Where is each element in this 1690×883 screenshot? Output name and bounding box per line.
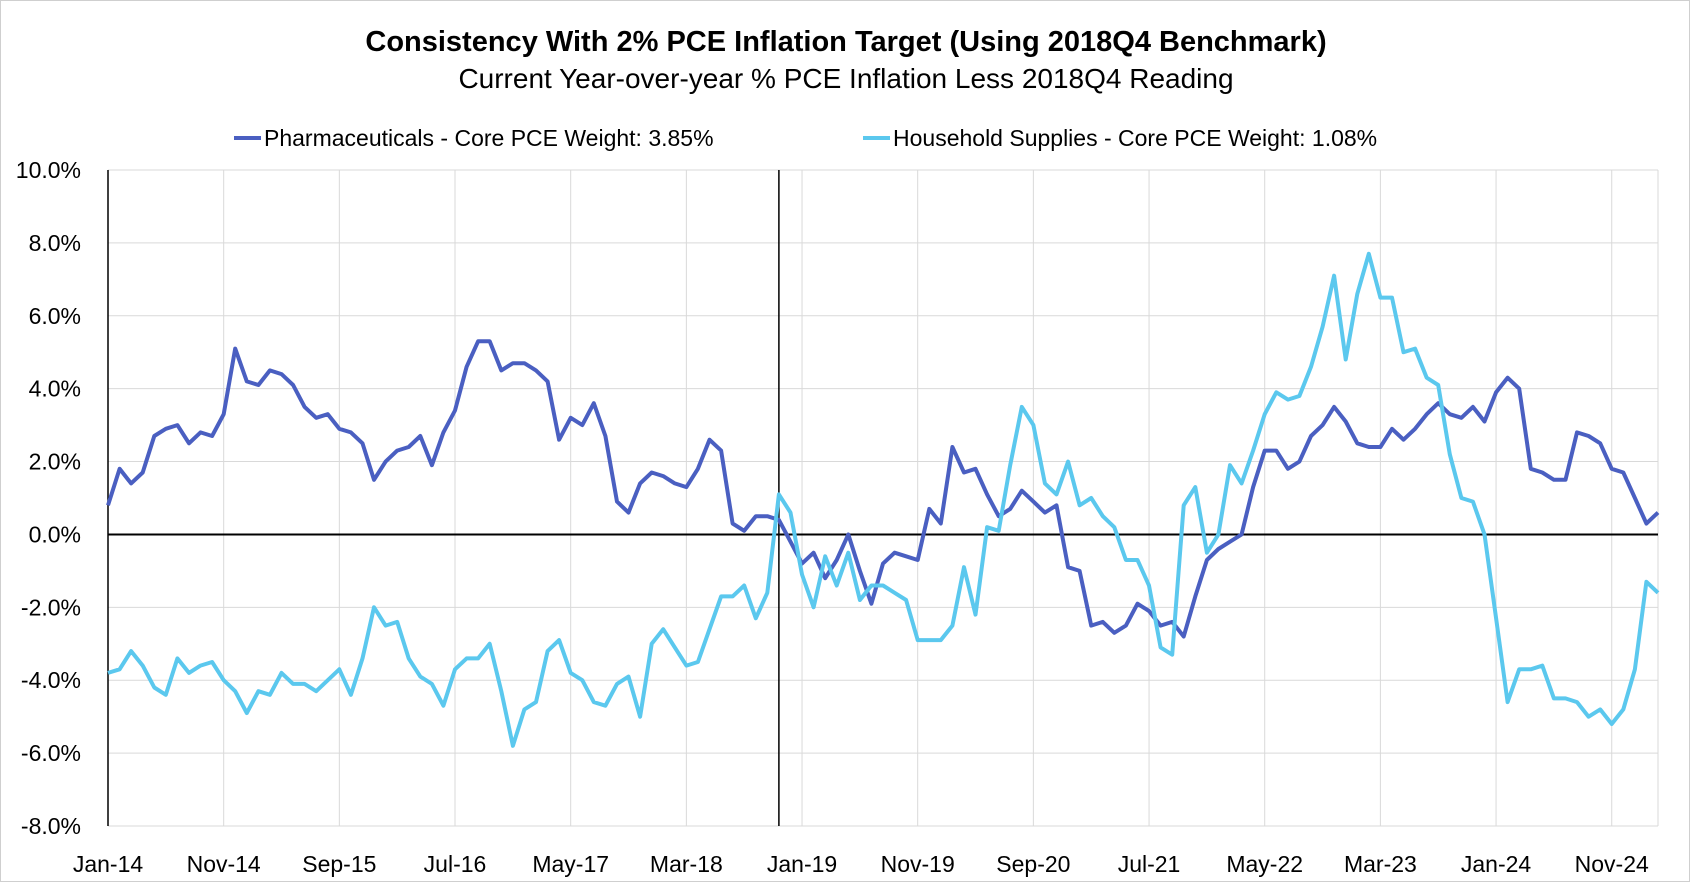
y-tick-label: -2.0% — [21, 594, 81, 620]
legend: Pharmaceuticals - Core PCE Weight: 3.85%… — [234, 125, 1377, 151]
y-tick-label: 8.0% — [29, 230, 81, 256]
chart-title: Consistency With 2% PCE Inflation Target… — [365, 26, 1326, 58]
legend-label-pharmaceuticals: Pharmaceuticals - Core PCE Weight: 3.85% — [264, 125, 714, 151]
x-tick-label: Jan-24 — [1461, 851, 1532, 877]
y-tick-label: -6.0% — [21, 740, 81, 766]
x-tick-label: Sep-15 — [302, 851, 376, 877]
y-tick-label: 4.0% — [29, 376, 81, 402]
x-tick-label: Jul-16 — [424, 851, 487, 877]
legend-label-household-supplies: Household Supplies - Core PCE Weight: 1.… — [893, 125, 1377, 151]
series-line-household-supplies — [107, 251, 1660, 748]
y-tick-label: -8.0% — [21, 813, 81, 839]
x-tick-label: May-22 — [1226, 851, 1303, 877]
x-axis-ticks: Jan-14 Nov-14 Sep-15 Jul-16 May-17 Mar-18 Jan-… — [73, 851, 1649, 877]
x-tick-label: Mar-18 — [650, 851, 723, 877]
y-axis-ticks: 10.0% 8.0% 6.0% 4.0% 2.0% 0.0% -2.0% -4.0% -6.0%… — [16, 157, 81, 839]
x-tick-label: Jan-14 — [73, 851, 144, 877]
x-tick-label: May-17 — [532, 851, 609, 877]
gridlines — [107, 169, 1659, 827]
data-series — [106, 251, 1660, 748]
y-tick-label: 2.0% — [29, 449, 81, 475]
x-tick-label: Nov-24 — [1575, 851, 1649, 877]
x-tick-label: Sep-20 — [996, 851, 1070, 877]
series-line-pharmaceuticals — [106, 339, 1660, 639]
y-tick-label: -4.0% — [21, 667, 81, 693]
x-tick-label: Jan-19 — [767, 851, 837, 877]
x-tick-label: Mar-23 — [1344, 851, 1417, 877]
x-tick-label: Nov-14 — [187, 851, 261, 877]
y-tick-label: 0.0% — [29, 521, 81, 547]
chart-subtitle: Current Year-over-year % PCE Inflation L… — [458, 63, 1233, 94]
y-tick-label: 10.0% — [16, 157, 81, 183]
x-tick-label: Jul-21 — [1118, 851, 1181, 877]
x-tick-label: Nov-19 — [881, 851, 955, 877]
y-tick-label: 6.0% — [29, 303, 81, 329]
